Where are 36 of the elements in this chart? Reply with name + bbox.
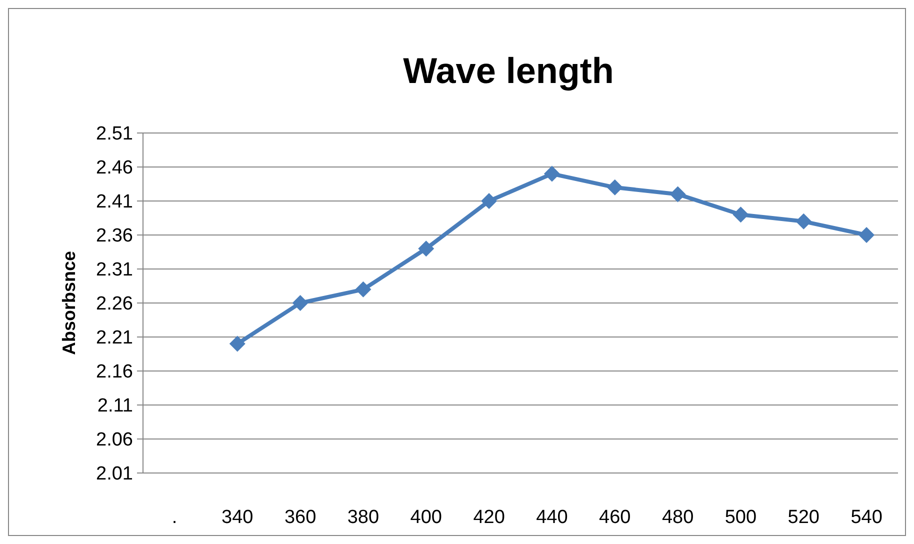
x-tick-label: 380 xyxy=(347,507,380,528)
y-tick-label: 2.01 xyxy=(96,464,133,485)
point xyxy=(481,193,498,209)
y-tick-label: 2.41 xyxy=(96,192,133,213)
x-tick-label: 440 xyxy=(536,507,568,528)
point xyxy=(544,166,560,182)
x-tick-label: 460 xyxy=(599,507,631,528)
point xyxy=(796,213,812,230)
x-tick-label: 360 xyxy=(284,507,316,528)
y-tick-label: 2.46 xyxy=(96,158,133,179)
y-tick-label: 2.36 xyxy=(96,226,133,247)
y-tick-label: 2.11 xyxy=(97,396,133,417)
x-tick-label: 520 xyxy=(788,507,820,528)
x-tick-label: 540 xyxy=(850,507,882,528)
y-tick-label: 2.06 xyxy=(96,430,133,451)
y-tick-label: 2.26 xyxy=(96,294,133,315)
x-tick-label: 400 xyxy=(410,507,442,528)
point xyxy=(732,206,749,223)
x-tick-label: 480 xyxy=(662,507,694,528)
point xyxy=(606,179,623,196)
point xyxy=(670,186,686,202)
x-tick-label: . xyxy=(172,507,178,528)
y-tick-label: 2.16 xyxy=(96,362,133,383)
chart-title: Wave length xyxy=(403,50,614,91)
point xyxy=(292,295,308,311)
point xyxy=(355,281,372,298)
point xyxy=(858,227,875,243)
point xyxy=(229,336,246,352)
x-tick-label: 340 xyxy=(222,507,254,528)
y-tick-label: 2.21 xyxy=(96,328,133,349)
y-axis-title: Absorbsnce xyxy=(59,250,79,356)
x-tick-label: 420 xyxy=(473,507,505,528)
y-tick-label: 2.31 xyxy=(96,260,133,281)
x-tick-label: 500 xyxy=(724,507,757,528)
y-tick-label: 2.51 xyxy=(96,124,133,145)
point xyxy=(418,240,434,257)
